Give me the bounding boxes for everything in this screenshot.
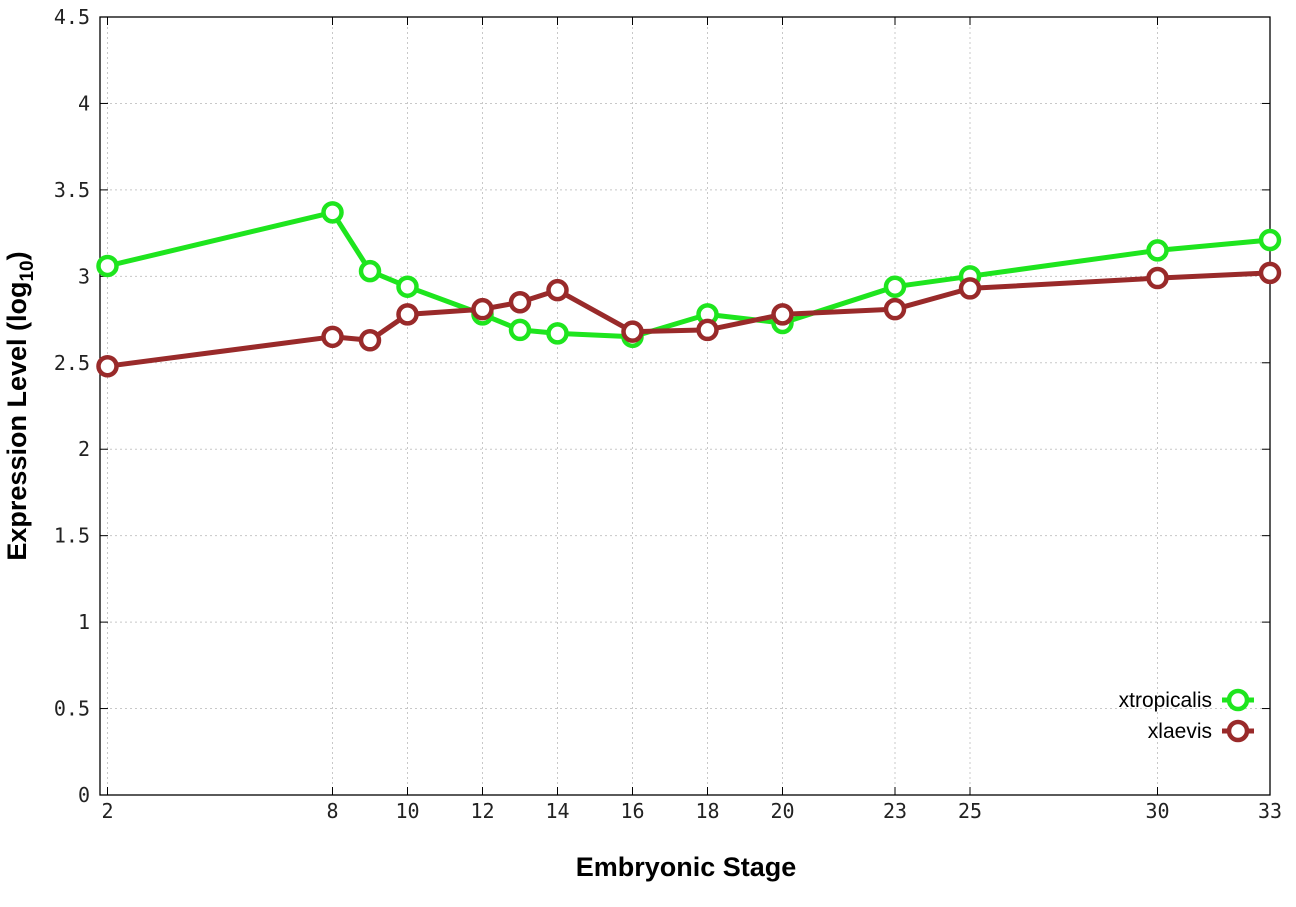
legend-marker (1226, 688, 1250, 712)
series-line-xtropicalis (106, 209, 1271, 340)
x-tick-label: 12 (470, 799, 494, 823)
data-point-xlaevis (396, 303, 419, 326)
data-point-xlaevis (958, 277, 982, 300)
y-axis-label-subscript: 10 (17, 260, 38, 281)
data-point-xlaevis (321, 325, 344, 349)
y-tick-label: 2.5 (54, 351, 90, 375)
y-tick-label: 2 (78, 437, 90, 461)
y-tick-label: 0.5 (54, 697, 90, 721)
y-tick-label: 3.5 (54, 178, 90, 202)
data-point-xlaevis (1146, 266, 1169, 290)
data-point-xtropicalis (1258, 228, 1282, 252)
legend-label: xtropicalis (1119, 689, 1212, 712)
data-point-xlaevis (546, 278, 569, 302)
data-point-xlaevis (883, 297, 907, 321)
x-tick-label: 30 (1145, 799, 1169, 823)
data-point-xtropicalis (321, 201, 344, 224)
grid (100, 16, 1271, 796)
data-point-xlaevis (96, 354, 119, 378)
data-point-xtropicalis (396, 275, 419, 298)
data-point-xtropicalis (883, 275, 907, 298)
series-xlaevis (96, 261, 1282, 378)
y-tick-label: 1 (78, 610, 90, 634)
data-point-xlaevis (358, 329, 382, 352)
legend: xtropicalis xlaevis (1119, 688, 1254, 743)
y-tick-label: 1.5 (54, 524, 90, 548)
y-tick-label: 4.5 (54, 5, 90, 29)
x-tick-label: 20 (770, 799, 794, 823)
x-tick-label: 25 (958, 799, 982, 823)
data-point-xlaevis (771, 303, 794, 326)
y-axis-label: Expression Level (log10) (2, 251, 38, 560)
data-point-xlaevis (508, 291, 532, 314)
y-tick-label: 0 (78, 783, 90, 807)
series-group (96, 201, 1282, 378)
x-axis-label: Embryonic Stage (576, 852, 797, 882)
x-tick-label: 2 (101, 799, 113, 823)
x-tick-label: 33 (1258, 799, 1282, 823)
y-tick-label: 4 (78, 91, 90, 115)
x-tick-label: 16 (620, 799, 644, 823)
data-point-xtropicalis (358, 259, 382, 283)
data-point-xlaevis (696, 318, 719, 342)
x-tick-label: 14 (545, 799, 569, 823)
plot-frame (99, 16, 1271, 796)
x-tick-label: 10 (395, 799, 419, 823)
legend-marker (1226, 719, 1250, 743)
x-tick-label: 8 (326, 799, 338, 823)
x-tick-label: 18 (695, 799, 719, 823)
legend-label: xlaevis (1148, 720, 1212, 743)
data-point-xlaevis (621, 320, 644, 343)
y-axis-label-close: ) (2, 251, 32, 260)
data-point-xlaevis (471, 297, 494, 321)
data-point-xlaevis (1258, 261, 1282, 285)
y-tick-label: 3 (78, 264, 90, 288)
data-point-xtropicalis (546, 322, 569, 345)
x-tick-label: 23 (883, 799, 907, 823)
y-axis-label-main: Expression Level (log (2, 282, 32, 561)
legend-entry-xlaevis: xlaevis (1148, 719, 1254, 743)
series-xtropicalis (96, 201, 1282, 349)
axis-ticks: 2 8 10 12 14 16 18 20 23 25 30 33 0 0.5 1 1.5 2 2.5 3 3.5 4 4… (54, 5, 1282, 823)
data-point-xtropicalis (508, 318, 532, 342)
data-point-xtropicalis (1146, 239, 1169, 262)
data-point-xtropicalis (96, 254, 119, 278)
legend-entry-xtropicalis: xtropicalis (1119, 688, 1254, 712)
